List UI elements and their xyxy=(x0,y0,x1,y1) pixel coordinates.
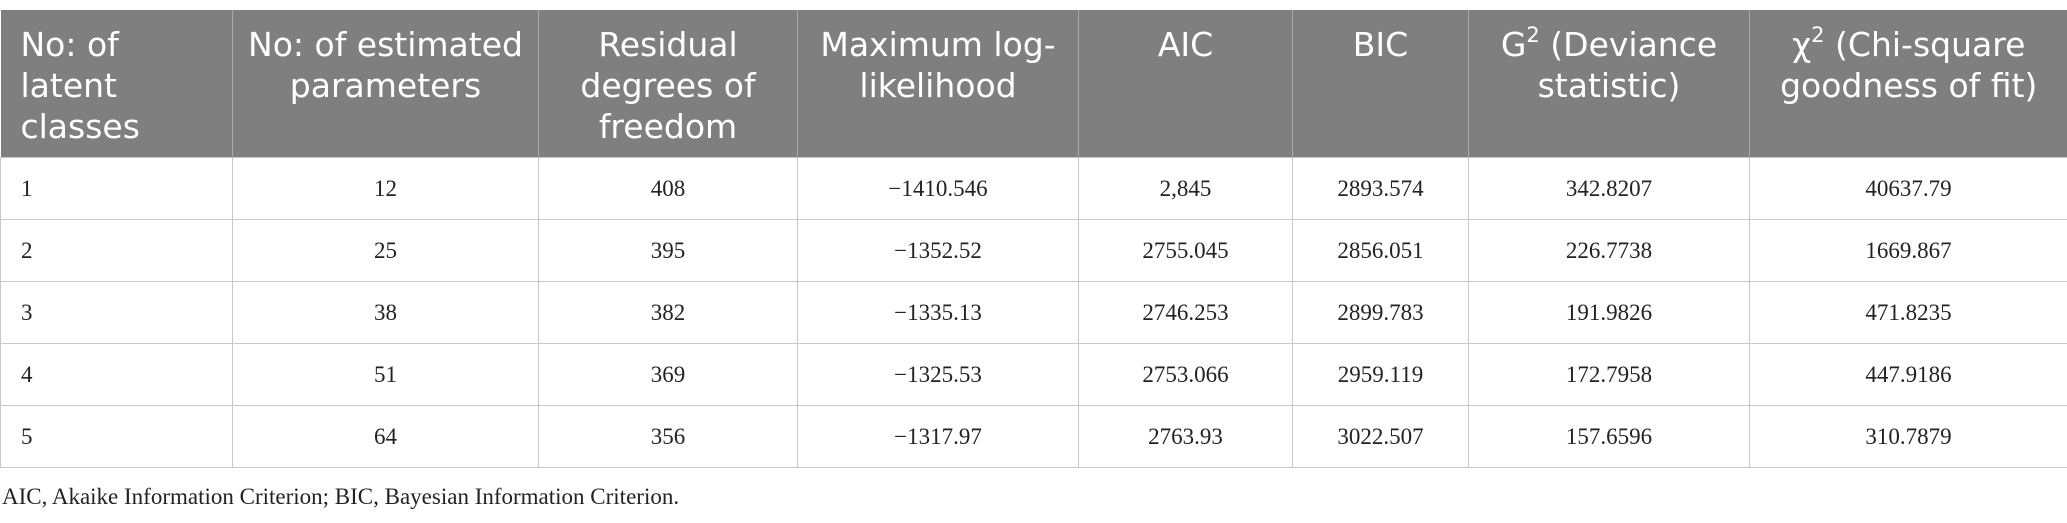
table-cell: 3022.507 xyxy=(1292,405,1469,468)
header-cell: Maximum log-likelihood xyxy=(797,10,1079,158)
table-cell: 38 xyxy=(232,281,539,344)
table-row: 1 12 408 −1410.546 2,845 2893.574 342.8207 4063… xyxy=(0,157,2067,220)
header-symbol: χ xyxy=(1792,25,1812,64)
header-symbol: G xyxy=(1500,25,1527,64)
table-cell: 471.8235 xyxy=(1749,281,2067,344)
table-cell: 2899.783 xyxy=(1292,281,1469,344)
table-cell: 2763.93 xyxy=(1078,405,1293,468)
header-cell: AIC xyxy=(1078,10,1293,158)
page: No: of latent classes No: of estimated pa… xyxy=(0,10,2067,523)
table-cell: 2,845 xyxy=(1078,157,1293,220)
table-row: 4 51 369 −1325.53 2753.066 2959.119 172.7958 44… xyxy=(0,343,2067,406)
table-cell: 2856.051 xyxy=(1292,219,1469,282)
header-cell: G2 (Deviance statistic) xyxy=(1468,10,1750,158)
table-cell: −1325.53 xyxy=(797,343,1079,406)
table-cell: 3 xyxy=(0,281,233,344)
table-cell: 157.6596 xyxy=(1468,405,1750,468)
table-cell: 342.8207 xyxy=(1468,157,1750,220)
table-cell: 191.9826 xyxy=(1468,281,1750,344)
header-superscript: 2 xyxy=(1811,23,1825,47)
table-cell: 1669.867 xyxy=(1749,219,2067,282)
table-cell: 2753.066 xyxy=(1078,343,1293,406)
table-cell: 395 xyxy=(538,219,798,282)
table-cell: 5 xyxy=(0,405,233,468)
table-cell: 382 xyxy=(538,281,798,344)
table-cell: −1352.52 xyxy=(797,219,1079,282)
header-cell: No: of latent classes xyxy=(0,10,233,158)
table-cell: −1335.13 xyxy=(797,281,1079,344)
table-cell: 408 xyxy=(538,157,798,220)
table-cell: 369 xyxy=(538,343,798,406)
table-cell: −1410.546 xyxy=(797,157,1079,220)
header-cell: No: of estimated parameters xyxy=(232,10,539,158)
table-cell: 51 xyxy=(232,343,539,406)
table-row: 3 38 382 −1335.13 2746.253 2899.783 191.9826 47… xyxy=(0,281,2067,344)
table-cell: 226.7738 xyxy=(1468,219,1750,282)
table-cell: 4 xyxy=(0,343,233,406)
footnote: AIC, Akaike Information Criterion; BIC, … xyxy=(2,484,680,509)
table-cell: 2746.253 xyxy=(1078,281,1293,344)
table-body: 1 12 408 −1410.546 2,845 2893.574 342.8207 4063… xyxy=(0,157,2067,468)
table-row: 5 64 356 −1317.97 2763.93 3022.507 157.6596 310… xyxy=(0,405,2067,468)
header-superscript: 2 xyxy=(1526,23,1540,47)
table-cell: 2755.045 xyxy=(1078,219,1293,282)
results-table: No: of latent classes No: of estimated pa… xyxy=(0,10,2067,468)
header-row: No: of latent classes No: of estimated pa… xyxy=(0,10,2067,158)
table-cell: 2893.574 xyxy=(1292,157,1469,220)
table-cell: 172.7958 xyxy=(1468,343,1750,406)
table-cell: 447.9186 xyxy=(1749,343,2067,406)
table-cell: 2 xyxy=(0,219,233,282)
table-cell: 64 xyxy=(232,405,539,468)
table-cell: 25 xyxy=(232,219,539,282)
header-cell: χ2 (Chi-square goodness of fit) xyxy=(1749,10,2067,158)
header-text: (Deviance statistic) xyxy=(1537,25,1718,105)
header-text: (Chi-square goodness of fit) xyxy=(1780,25,2038,105)
table-cell: −1317.97 xyxy=(797,405,1079,468)
table-cell: 356 xyxy=(538,405,798,468)
table-cell: 2959.119 xyxy=(1292,343,1469,406)
table-cell: 310.7879 xyxy=(1749,405,2067,468)
header-cell: BIC xyxy=(1292,10,1469,158)
table-row: 2 25 395 −1352.52 2755.045 2856.051 226.7738 16… xyxy=(0,219,2067,282)
table-cell: 12 xyxy=(232,157,539,220)
table-cell: 40637.79 xyxy=(1749,157,2067,220)
table-cell: 1 xyxy=(0,157,233,220)
header-cell: Residual degrees of freedom xyxy=(538,10,798,158)
